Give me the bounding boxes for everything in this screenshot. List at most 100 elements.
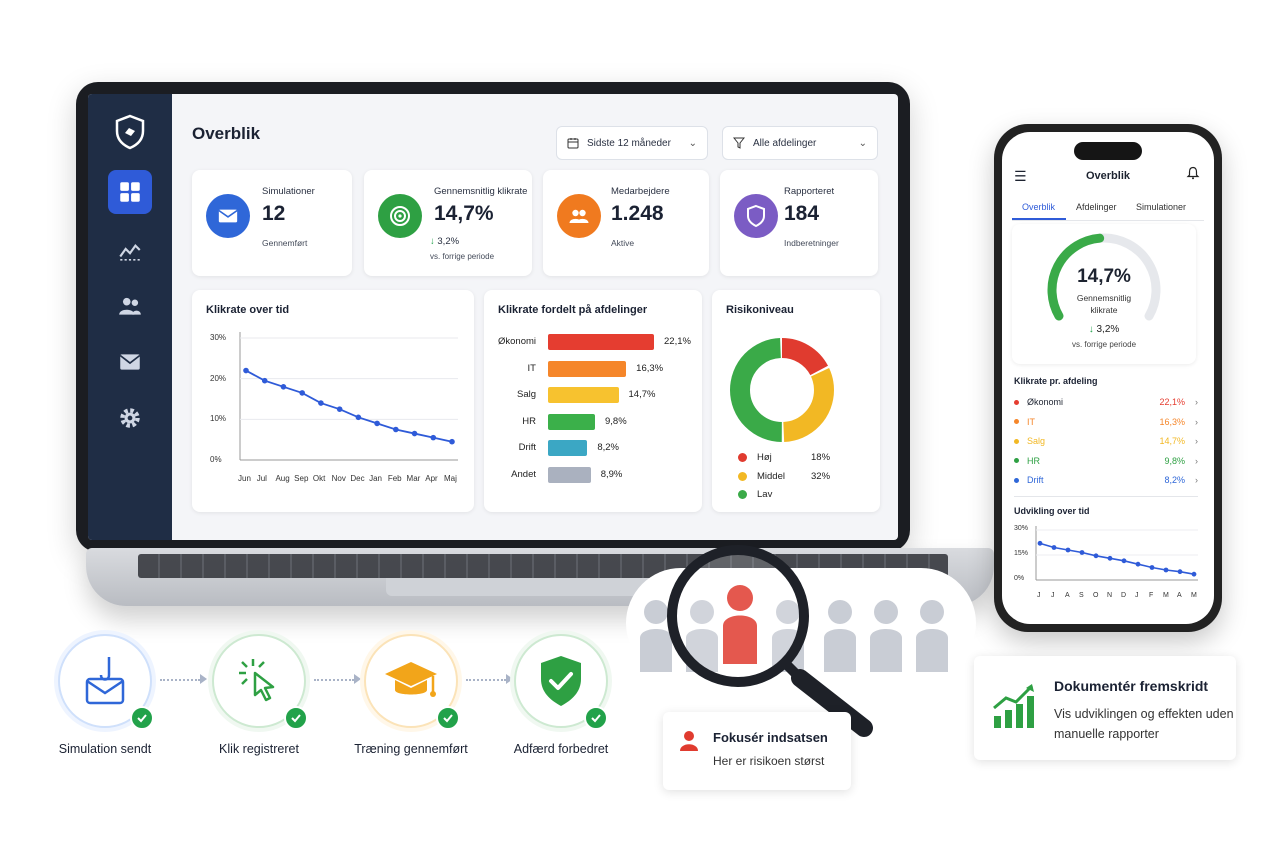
kpi-delta: ↓ 3,2% — [430, 236, 459, 247]
data-point — [1191, 571, 1197, 577]
x-tick-label: Feb — [387, 474, 402, 483]
check-icon — [130, 706, 154, 730]
person-icon — [680, 731, 698, 751]
phishing-mail-icon — [85, 657, 125, 705]
tab-divider — [1012, 220, 1204, 221]
person-body — [870, 629, 902, 672]
arrow-down-icon: ↓ — [1088, 324, 1094, 335]
mail-icon — [218, 209, 238, 223]
y-tick-label: 10% — [210, 414, 227, 424]
data-point — [1079, 550, 1085, 555]
tab-overblik[interactable]: Overblik — [1022, 202, 1056, 212]
risk-legend-medium: Middel 32% — [738, 471, 830, 482]
sidebar-item-dashboard[interactable] — [108, 170, 152, 214]
x-tick-label: S — [1079, 592, 1084, 599]
risk-panel: Risikoniveau Høj 18% Middel 32% Lav — [712, 290, 880, 512]
data-point — [1065, 547, 1071, 553]
flow-connector — [160, 679, 200, 681]
legend-dot — [1014, 438, 1019, 444]
progress-card-title: Dokumentér fremskridt — [1054, 678, 1209, 694]
x-tick-label: F — [1149, 592, 1154, 599]
kpi-card-clickrate[interactable]: Gennemsnitlig klikrate 14,7% ↓ 3,2% vs. … — [364, 170, 532, 276]
y-tick-label: 15% — [1014, 550, 1029, 557]
menu-icon[interactable]: ☰ — [1014, 168, 1027, 184]
gear-icon — [120, 408, 140, 428]
gauge-card: 14,7% Gennemsnitlig klikrate ↓ 3,2% vs. … — [1012, 224, 1196, 364]
person-head — [874, 600, 898, 624]
users-icon — [569, 209, 589, 223]
data-point — [1149, 565, 1155, 570]
period-filter[interactable]: Sidste 12 måneder ⌄ — [556, 126, 708, 160]
dept-row[interactable]: Drift 8,2% › — [1014, 472, 1198, 488]
growth-chart-icon — [993, 684, 1034, 728]
dept-row[interactable]: HR 9,8% › — [1014, 453, 1198, 469]
kpi-label: Rapporteret — [784, 186, 835, 197]
person-head — [828, 600, 852, 624]
chevron-right-icon: › — [1195, 416, 1198, 427]
department-filter[interactable]: Alle afdelinger ⌄ — [722, 126, 878, 160]
legend-dot — [738, 472, 747, 481]
dept-row[interactable]: Salg 14,7% › — [1014, 433, 1198, 449]
x-tick-label: M — [1191, 592, 1197, 599]
kpi-card-simulations[interactable]: Simulationer 12 Gennemført — [192, 170, 352, 276]
x-tick-label: Jul — [256, 474, 267, 483]
dept-row[interactable]: Økonomi 22,1% › — [1014, 394, 1198, 410]
dept-value: 22,1% — [1159, 397, 1185, 407]
dept-value: 16,3% — [1159, 416, 1185, 427]
legend-dot — [738, 490, 747, 499]
sidebar — [88, 94, 172, 540]
bar-value-label: 9,8% — [605, 415, 627, 427]
data-point — [1121, 558, 1127, 564]
bar-category-label: IT — [527, 362, 536, 374]
sidebar-item-analytics[interactable] — [108, 228, 152, 272]
step-simulation-sent — [58, 634, 152, 728]
person-head — [644, 600, 668, 624]
sidebar-item-settings[interactable] — [108, 396, 152, 440]
kpi-sub: Indberetninger — [784, 238, 839, 248]
x-tick-label: Dec — [350, 474, 365, 483]
risk-legend-label: Lav — [757, 489, 773, 500]
x-tick-label: M — [1163, 592, 1169, 599]
tab-afdelinger[interactable]: Afdelinger — [1076, 202, 1117, 212]
line-chart-title: Klikrate over tid — [206, 304, 290, 316]
bar-category-label: HR — [522, 415, 536, 427]
gauge-delta: ↓ 3,2% — [1012, 324, 1196, 335]
dept-value: 9,8% — [1164, 455, 1185, 466]
gauge-label: Gennemsnitlig klikrate — [1012, 292, 1196, 316]
x-tick-label: Sep — [294, 474, 309, 483]
y-tick-label: 30% — [210, 333, 227, 342]
department-filter-label: Alle afdelinger — [753, 137, 817, 149]
arrow-right-icon — [354, 674, 361, 684]
dept-name: HR — [1027, 455, 1040, 466]
kpi-icon-circle — [557, 194, 601, 238]
person-head — [920, 600, 944, 624]
person-body — [824, 629, 856, 672]
bar-value-label: 8,2% — [597, 442, 619, 453]
check-icon — [584, 706, 608, 730]
data-point — [449, 438, 455, 445]
bell-icon[interactable] — [1186, 166, 1200, 180]
focus-card: Fokusér indsatsen Her er risikoen størst — [663, 712, 851, 790]
graduation-cap-icon — [385, 662, 437, 697]
bar-value-label: 8,9% — [600, 468, 623, 480]
data-point — [261, 377, 268, 384]
sidebar-item-users[interactable] — [108, 284, 152, 328]
risk-legend-label: Middel — [757, 471, 785, 482]
divider — [1014, 496, 1198, 497]
flow-connector — [314, 679, 354, 681]
highlighted-person-body — [723, 615, 757, 664]
bar-category-label: Salg — [516, 389, 536, 400]
focus-card-title: Fokusér indsatsen — [713, 730, 828, 745]
dept-row[interactable]: IT 16,3% › — [1014, 414, 1198, 430]
kpi-sub: Aktive — [611, 238, 635, 248]
tab-simulationer[interactable]: Simulationer — [1136, 202, 1187, 212]
phone-notch — [1074, 142, 1142, 160]
kpi-card-employees[interactable]: Medarbejdere 1.248 Aktive — [543, 170, 709, 276]
bar — [548, 334, 654, 350]
sidebar-item-mail[interactable] — [108, 340, 152, 384]
kpi-card-reported[interactable]: Rapporteret 184 Indberetninger — [720, 170, 878, 276]
chevron-down-icon: ⌄ — [688, 137, 697, 149]
chevron-down-icon: ⌄ — [858, 137, 867, 149]
bar — [548, 440, 588, 456]
gauge-value: 14,7% — [1077, 266, 1131, 287]
